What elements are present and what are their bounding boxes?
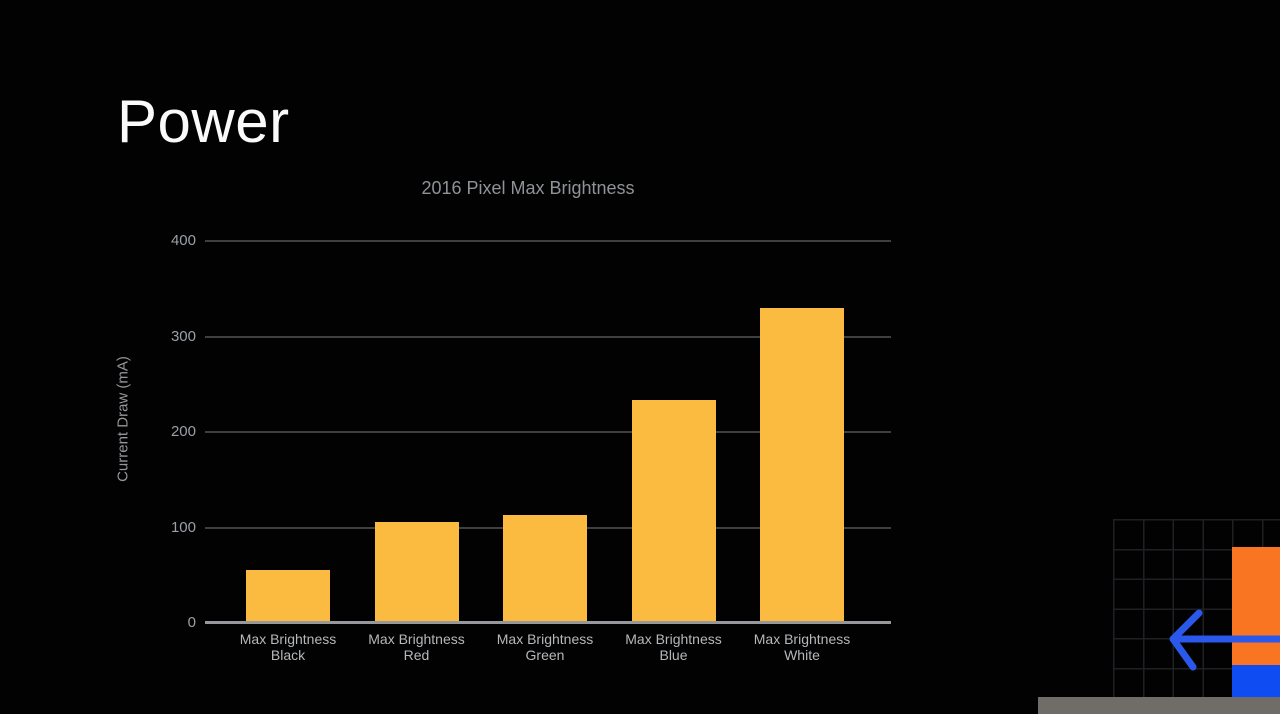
gridline-400	[205, 240, 891, 242]
x-axis-baseline	[205, 621, 891, 624]
y-tick-label-400: 400	[170, 232, 196, 249]
y-tick-label-300: 300	[170, 327, 196, 345]
y-axis-title-text: Current Draw (mA)	[114, 356, 132, 482]
orange-block	[1232, 547, 1280, 665]
bar-chart-plot-area	[205, 240, 891, 624]
gridline-300	[205, 335, 891, 338]
bar-1	[374, 521, 459, 623]
left-arrow-icon	[1169, 609, 1280, 671]
x-category-label-3: Max Brightness Blue	[625, 631, 722, 663]
x-category-label-1: Max Brightness Red	[368, 631, 465, 663]
y-tick-label-200: 200	[170, 423, 196, 440]
x-category-label-4: Max Brightness White	[753, 631, 851, 663]
bar-4	[760, 307, 844, 623]
x-category-label-2: Max Brightness Green	[496, 631, 594, 663]
y-tick-label-100: 100	[170, 518, 196, 536]
slide-title: Power	[117, 88, 290, 155]
blue-block	[1232, 665, 1280, 698]
y-tick-label-0: 0	[187, 614, 196, 631]
chart-title: 2016 Pixel Max Brightness	[421, 178, 635, 198]
filmstrip-bar	[1038, 697, 1280, 714]
bar-0	[246, 570, 330, 623]
bar-3	[631, 399, 716, 623]
gridline-200	[205, 431, 891, 433]
bar-2	[503, 515, 587, 623]
x-category-label-0: Max Brightness Black	[239, 631, 337, 663]
